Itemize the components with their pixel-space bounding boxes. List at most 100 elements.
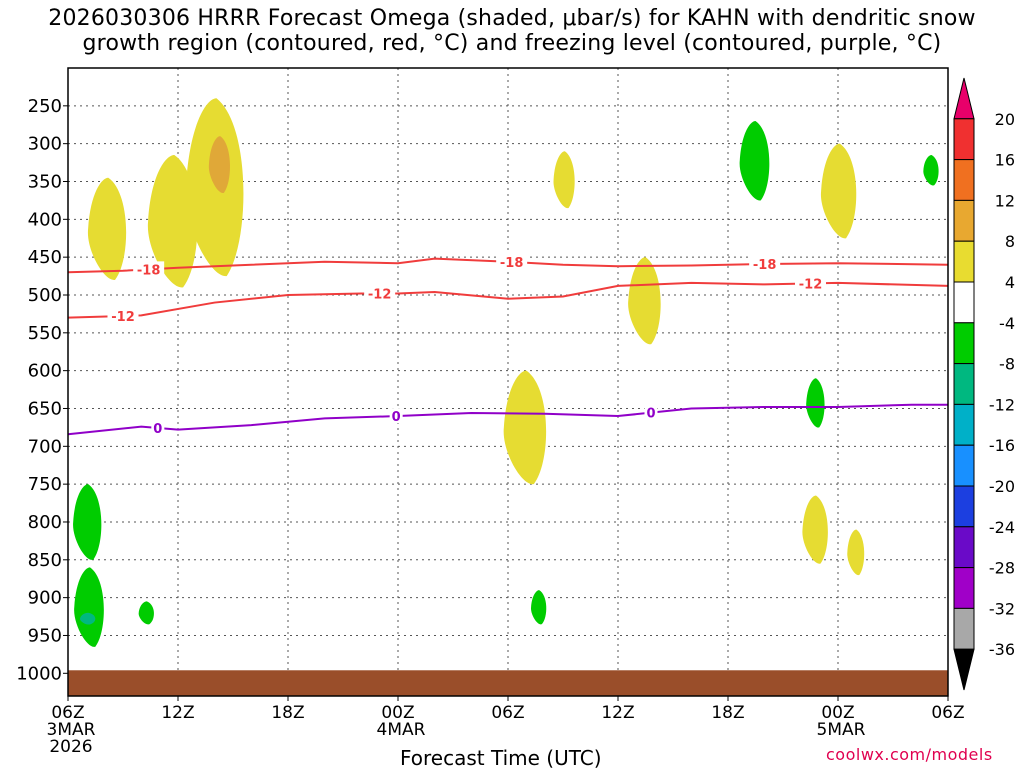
x-tick-sublabel: 5MAR	[817, 720, 866, 740]
colorbar-segment	[953, 322, 975, 365]
contour-label: -18	[500, 256, 524, 271]
omega-shading	[73, 98, 939, 647]
y-tick-label: 700	[28, 436, 62, 457]
colorbar-segment	[953, 281, 975, 324]
omega-region	[806, 378, 825, 428]
credit-link[interactable]: coolwx.com/models	[826, 745, 993, 764]
omega-region	[530, 590, 547, 625]
title-line-2: growth region (contoured, red, °C) and f…	[82, 31, 942, 56]
contour-label-bg	[133, 261, 165, 277]
omega-region	[87, 177, 127, 280]
omega-region	[73, 484, 102, 560]
y-tick-label: 750	[28, 474, 62, 495]
contour-label: -12	[368, 287, 392, 302]
colorbar-segment	[953, 240, 975, 283]
omega-region	[503, 370, 547, 485]
temperature-contours: -18 -18 -18 -12 -12 -12 0 0 0	[67, 253, 949, 437]
colorbar-label: -4	[999, 314, 1015, 333]
colorbar-label: -12	[989, 395, 1015, 414]
chart-title: 2026030306 HRRR Forecast Omega (shaded, …	[0, 6, 1024, 56]
contour-label: 0	[153, 422, 162, 437]
y-tick-label: 550	[28, 323, 62, 344]
omega-region	[208, 136, 231, 193]
omega-region	[79, 612, 96, 625]
y-tick-label: 450	[28, 247, 62, 268]
y-tick-label: 950	[28, 625, 62, 646]
y-tick-label: 500	[28, 285, 62, 306]
omega-region	[185, 98, 244, 277]
colorbar-label: -16	[989, 436, 1015, 455]
colorbar-segment	[953, 363, 975, 405]
contour-label: -12	[111, 310, 135, 325]
colorbar-segment	[953, 444, 975, 487]
y-tick-label: 800	[28, 512, 62, 533]
x-tick-label: 18Z	[271, 703, 304, 723]
contour-line	[67, 403, 948, 436]
contour-label-bg	[364, 285, 396, 301]
y-tick-label: 900	[28, 588, 62, 609]
colorbar-segment	[953, 403, 975, 446]
x-tick-sublabel: 3MAR	[47, 720, 96, 740]
contour-label: -18	[753, 258, 777, 273]
colorbar-segment	[953, 199, 975, 242]
gridlines	[68, 68, 948, 696]
x-tick-sublabel: 4MAR	[377, 720, 426, 740]
contour-label-bg	[644, 404, 658, 420]
terrain-fill	[68, 670, 948, 696]
x-tick-label: 06Z	[491, 703, 524, 723]
contour-label: 0	[392, 410, 401, 425]
colorbar-label: -32	[989, 599, 1015, 618]
omega-region	[147, 155, 198, 288]
y-tick-label: 300	[28, 134, 62, 155]
y-tick-label: 250	[28, 96, 62, 117]
omega-region	[739, 120, 770, 201]
colorbar-segment	[953, 567, 975, 609]
contour-label-bg	[496, 253, 528, 269]
x-tick-label: 12Z	[161, 703, 194, 723]
y-tick-label: 400	[28, 209, 62, 230]
y-tick-label: 600	[28, 361, 62, 382]
x-tick-label: 18Z	[711, 703, 744, 723]
colorbar-segment	[953, 526, 975, 569]
x-tick-label: 06Z	[931, 703, 964, 723]
colorbar-segment	[953, 648, 975, 691]
colorbar-label: -28	[989, 559, 1015, 578]
terrain	[68, 670, 948, 696]
colorbar-label: -8	[999, 355, 1015, 374]
x-tick-label: 00Z	[381, 703, 414, 723]
colorbar: 20 16 12 8 4 -4 -8 -12 -16 -20 -24 -28 -32 -36	[953, 77, 1015, 691]
colorbar-segment	[953, 159, 975, 201]
contour-line	[67, 281, 949, 319]
omega-region	[923, 155, 939, 186]
x-tick-sublabel: 2026	[49, 737, 92, 757]
y-tick-label: 1000	[16, 663, 62, 684]
omega-region	[138, 601, 154, 625]
colorbar-segment	[953, 118, 975, 161]
omega-region	[628, 257, 661, 345]
colorbar-label: 12	[995, 191, 1015, 210]
colorbar-segment	[953, 485, 975, 528]
colorbar-label: 4	[1005, 273, 1015, 292]
colorbar-label: 20	[995, 110, 1015, 129]
y-axis: 250 300 350 400 450 500 550 600 650 700 750 800 850 9…	[16, 96, 68, 684]
contour-label: 0	[646, 407, 655, 422]
omega-region	[847, 529, 865, 576]
contour-label-bg	[107, 307, 139, 323]
contour-label-bg	[795, 275, 826, 291]
colorbar-label: -36	[989, 640, 1015, 659]
x-tick-label: 06Z	[51, 703, 84, 723]
colorbar-segment	[953, 607, 975, 650]
x-axis-title: Forecast Time (UTC)	[400, 746, 602, 770]
omega-region	[820, 143, 857, 239]
contour-label-bg	[151, 420, 165, 436]
contour-label-bg	[749, 255, 781, 271]
omega-region	[802, 495, 828, 564]
colorbar-label: -20	[989, 477, 1015, 496]
contour-label: -18	[137, 263, 161, 278]
colorbar-segment	[953, 77, 975, 120]
omega-region	[553, 151, 575, 209]
contour-label-bg	[389, 408, 403, 424]
colorbar-label: 8	[1005, 232, 1015, 251]
